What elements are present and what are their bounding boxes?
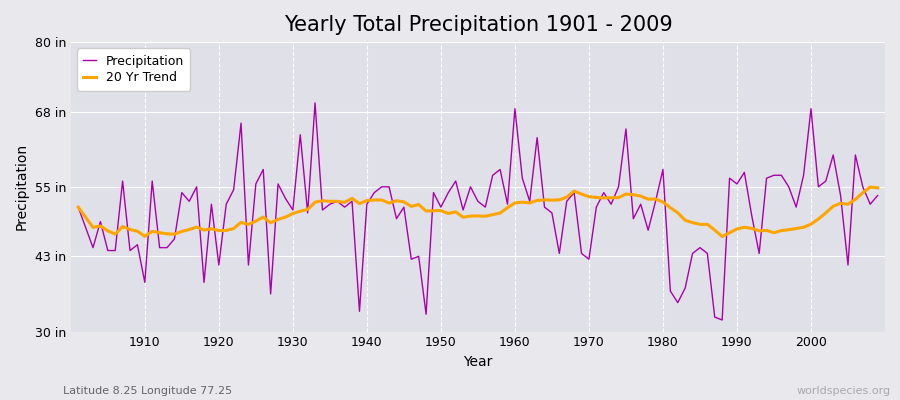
20 Yr Trend xyxy=(509,200,520,205)
Precipitation xyxy=(517,176,527,180)
Y-axis label: Precipitation: Precipitation xyxy=(15,143,29,230)
20 Yr Trend xyxy=(865,184,876,189)
Precipitation xyxy=(132,242,143,247)
Precipitation xyxy=(295,132,306,137)
Title: Yearly Total Precipitation 1901 - 2009: Yearly Total Precipitation 1901 - 2009 xyxy=(284,15,672,35)
20 Yr Trend xyxy=(339,200,350,205)
Precipitation xyxy=(346,199,357,204)
Line: 20 Yr Trend: 20 Yr Trend xyxy=(78,187,878,236)
Precipitation xyxy=(716,318,727,322)
X-axis label: Year: Year xyxy=(464,355,492,369)
20 Yr Trend xyxy=(502,205,513,210)
20 Yr Trend xyxy=(73,205,84,210)
20 Yr Trend xyxy=(132,229,143,234)
20 Yr Trend xyxy=(716,234,727,239)
Precipitation xyxy=(606,202,616,207)
Line: Precipitation: Precipitation xyxy=(78,103,878,320)
Precipitation xyxy=(73,205,84,210)
20 Yr Trend xyxy=(872,186,883,190)
Precipitation xyxy=(872,193,883,198)
Legend: Precipitation, 20 Yr Trend: Precipitation, 20 Yr Trend xyxy=(77,48,190,91)
Precipitation xyxy=(310,100,320,105)
Text: Latitude 8.25 Longitude 77.25: Latitude 8.25 Longitude 77.25 xyxy=(63,386,232,396)
Text: worldspecies.org: worldspecies.org xyxy=(796,386,891,396)
20 Yr Trend xyxy=(295,209,306,214)
20 Yr Trend xyxy=(598,196,609,200)
Precipitation xyxy=(509,106,520,111)
